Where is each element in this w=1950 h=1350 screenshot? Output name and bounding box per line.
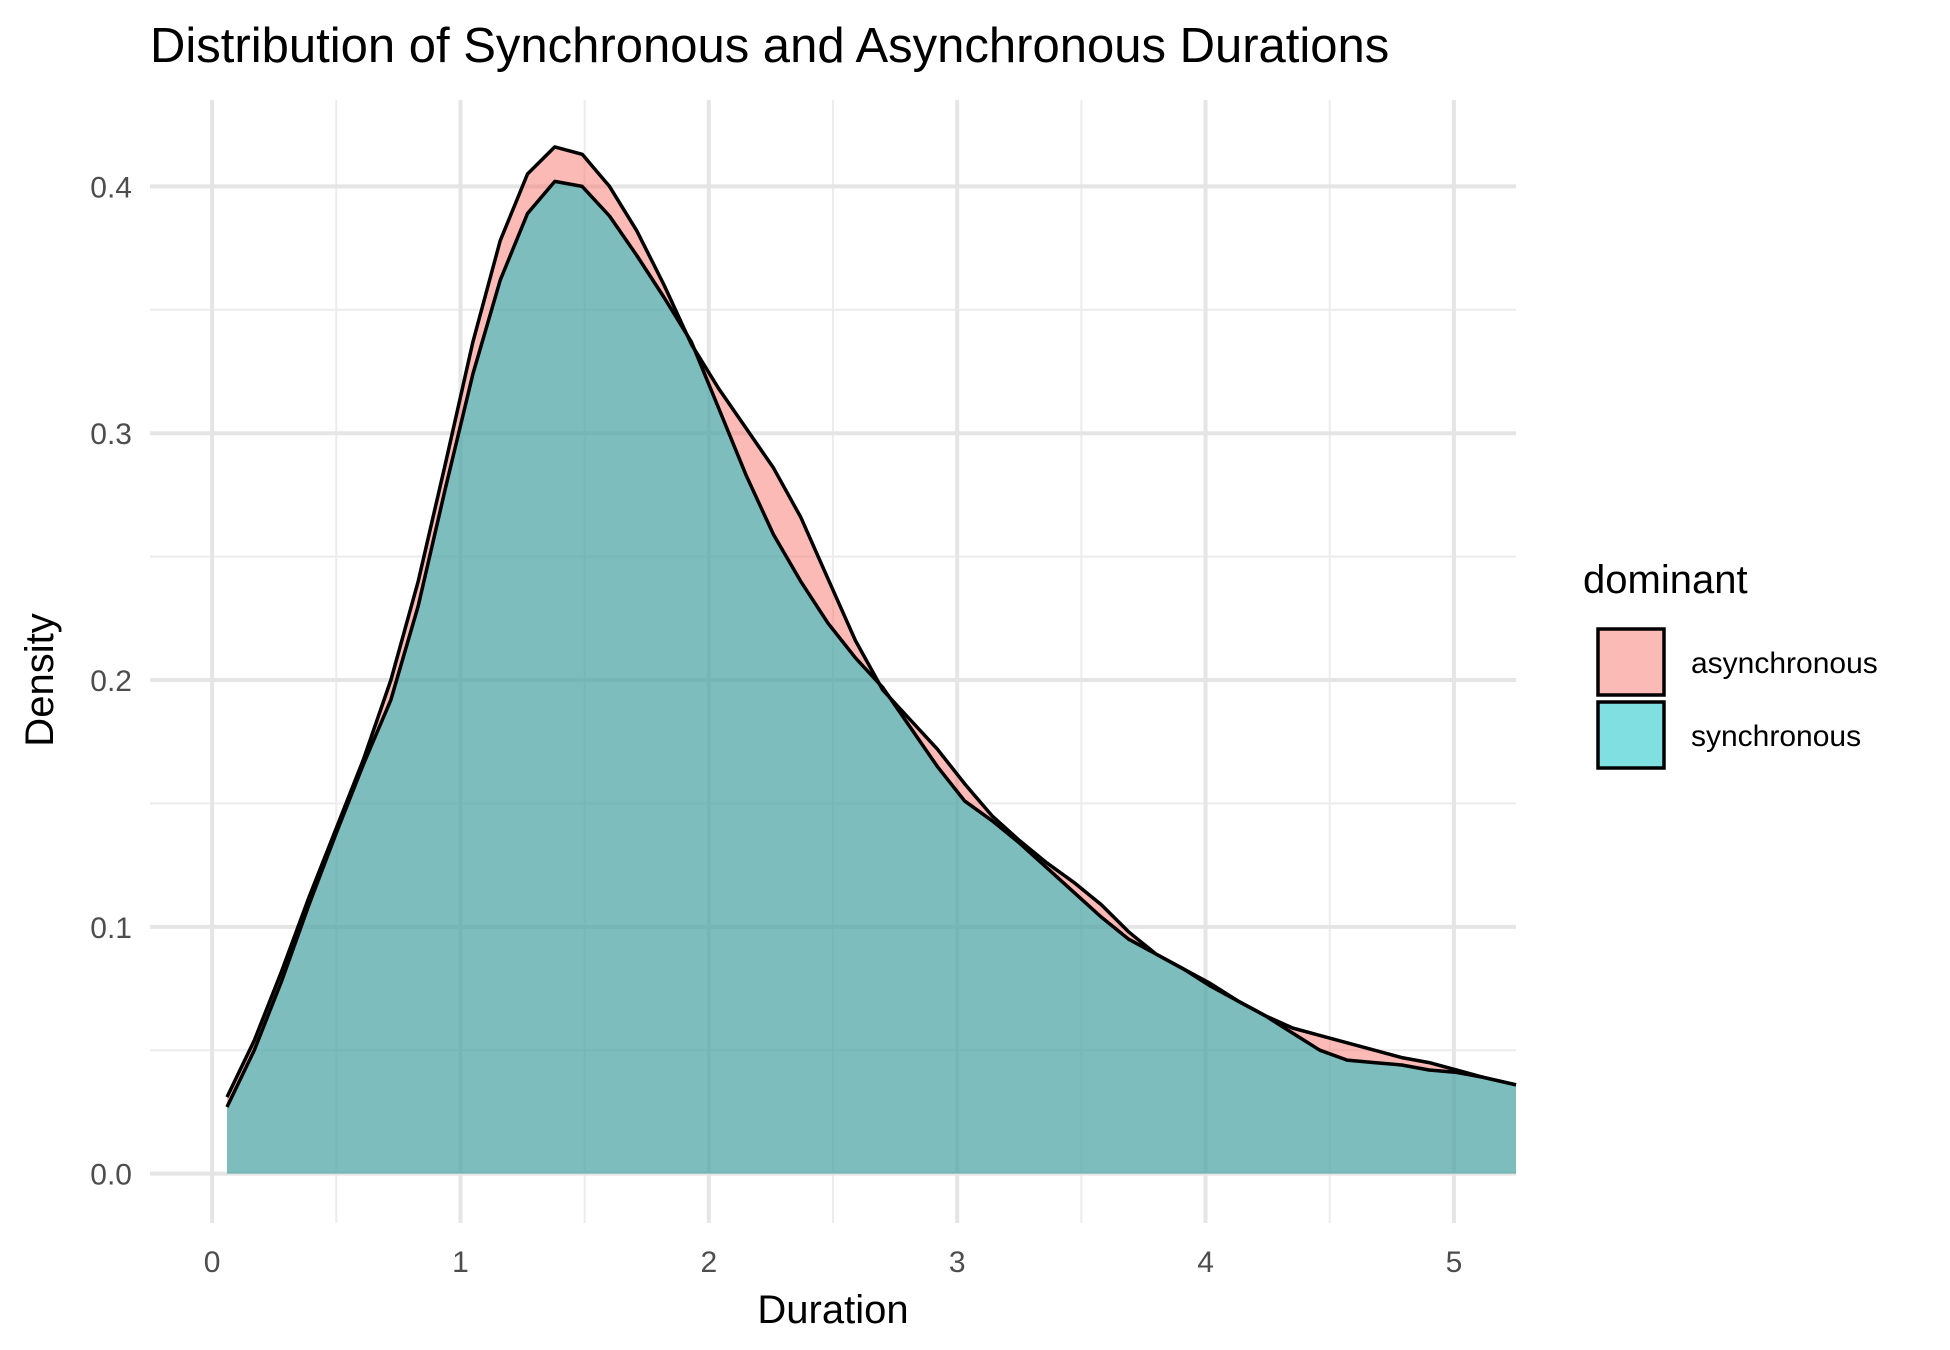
x-tick-label: 0 <box>204 1246 221 1279</box>
y-axis-title: Density <box>18 613 62 746</box>
legend: dominant asynchronous synchronous <box>1583 558 1878 770</box>
y-tick-label: 0.0 <box>90 1159 132 1192</box>
synchronous-density-line <box>225 179 1517 1108</box>
x-tick-label: 5 <box>1446 1246 1463 1279</box>
y-tick-label: 0.1 <box>90 912 132 945</box>
y-axis-tick-labels: 0.0 0.1 0.2 0.3 0.4 <box>90 171 132 1191</box>
synchronous-legend-key <box>1596 700 1666 770</box>
y-tick-label: 0.2 <box>90 665 132 698</box>
synchronous-legend-label: synchronous <box>1691 720 1861 753</box>
x-axis-title: Duration <box>757 1288 908 1332</box>
x-tick-label: 4 <box>1197 1246 1214 1279</box>
y-tick-label: 0.4 <box>90 171 132 204</box>
asynchronous-legend-key <box>1596 627 1666 697</box>
x-tick-label: 2 <box>700 1246 717 1279</box>
legend-items: asynchronous synchronous <box>1596 627 1878 770</box>
x-tick-label: 3 <box>949 1246 966 1279</box>
y-tick-label: 0.3 <box>90 418 132 451</box>
asynchronous-legend-label: asynchronous <box>1691 647 1878 680</box>
legend-title: dominant <box>1583 558 1748 602</box>
chart-title: Distribution of Synchronous and Asynchro… <box>150 19 1389 73</box>
x-axis-tick-labels: 0 1 2 3 4 5 <box>204 1246 1463 1279</box>
density-outlines <box>225 145 1517 1108</box>
density-areas <box>227 146 1516 1174</box>
plot-panel <box>150 100 1517 1223</box>
x-tick-label: 1 <box>452 1246 469 1279</box>
asynchronous-density-line <box>225 145 1517 1098</box>
